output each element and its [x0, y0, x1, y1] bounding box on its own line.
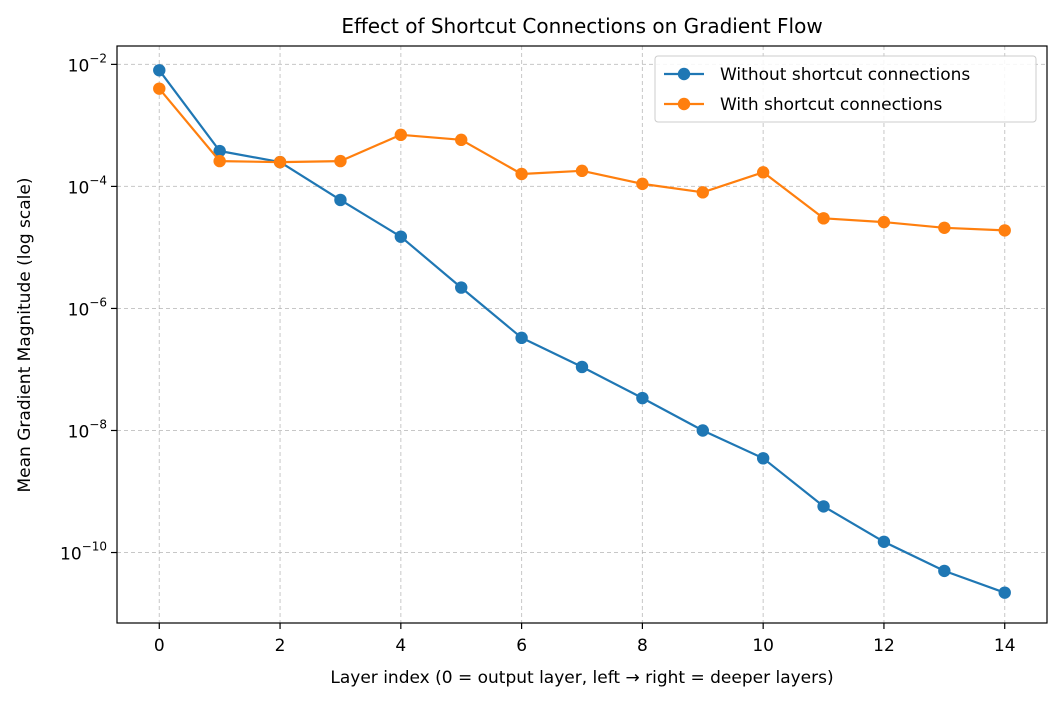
- x-tick-label: 0: [154, 636, 165, 656]
- y-axis-ticks: 10−210−410−610−810−10: [60, 51, 117, 565]
- data-point: [756, 166, 770, 179]
- series-1: [153, 82, 1011, 237]
- x-tick-label: 4: [395, 636, 406, 656]
- data-point: [877, 535, 891, 548]
- data-point: [334, 154, 347, 168]
- legend-label-without-shortcut: Without shortcut connections: [720, 65, 970, 85]
- y-tick-label: 10−6: [68, 295, 107, 320]
- data-point: [394, 128, 408, 142]
- y-tick-exponent: −2: [89, 51, 107, 65]
- data-point: [696, 186, 709, 199]
- chart-title: Effect of Shortcut Connections on Gradie…: [341, 14, 822, 38]
- data-point: [575, 360, 589, 374]
- data-point: [998, 586, 1011, 599]
- plot-frame: [116, 45, 1048, 624]
- data-point: [696, 424, 709, 437]
- data-point: [455, 133, 468, 147]
- data-point: [998, 224, 1011, 237]
- legend-marker-with-shortcut: [677, 97, 691, 111]
- data-point: [938, 564, 951, 578]
- y-tick-base: 10: [68, 56, 90, 76]
- y-axis-label: Mean Gradient Magnitude (log scale): [15, 178, 35, 493]
- data-point: [515, 331, 528, 345]
- data-point: [938, 221, 951, 234]
- data-point: [153, 82, 166, 95]
- y-tick-base: 10: [68, 178, 90, 198]
- data-point: [817, 500, 830, 513]
- y-tick-exponent: −10: [82, 540, 107, 554]
- data-point: [756, 452, 770, 465]
- legend-box: [654, 55, 1037, 123]
- y-tick-base: 10: [60, 545, 82, 565]
- data-point: [394, 230, 408, 243]
- y-tick-label: 10−4: [68, 173, 107, 198]
- x-tick-label: 8: [637, 636, 648, 656]
- y-tick-label: 10−2: [68, 51, 107, 76]
- data-point: [153, 64, 166, 77]
- x-axis-label: Layer index (0 = output layer, left → ri…: [330, 668, 833, 688]
- y-tick-base: 10: [68, 300, 90, 320]
- data-point: [515, 167, 528, 181]
- series-layer: [153, 64, 1011, 599]
- legend-label-with-shortcut: With shortcut connections: [720, 95, 943, 115]
- x-tick-label: 12: [873, 636, 895, 656]
- data-point: [636, 391, 649, 405]
- data-point: [213, 144, 226, 158]
- y-tick-label: 10−8: [68, 417, 107, 442]
- data-point: [636, 177, 649, 191]
- x-tick-label: 10: [752, 636, 774, 656]
- data-point: [334, 193, 347, 207]
- data-point: [213, 154, 226, 168]
- y-tick-exponent: −4: [89, 173, 107, 187]
- x-tick-label: 2: [275, 636, 286, 656]
- data-point: [455, 281, 468, 294]
- data-point: [273, 155, 287, 169]
- data-point: [575, 164, 589, 178]
- y-tick-exponent: −8: [89, 417, 107, 431]
- y-tick-label: 10−10: [60, 540, 107, 565]
- legend: Without shortcut connections With shortc…: [654, 55, 1037, 123]
- x-tick-label: 14: [994, 636, 1016, 656]
- data-point: [817, 212, 830, 225]
- legend-marker-without-shortcut: [677, 67, 691, 81]
- x-tick-label: 6: [516, 636, 527, 656]
- data-point: [877, 215, 891, 229]
- x-axis-ticks: 0 2 4 6 8 10 12 14: [154, 623, 1016, 656]
- y-tick-exponent: −6: [89, 295, 107, 309]
- y-tick-base: 10: [68, 422, 90, 442]
